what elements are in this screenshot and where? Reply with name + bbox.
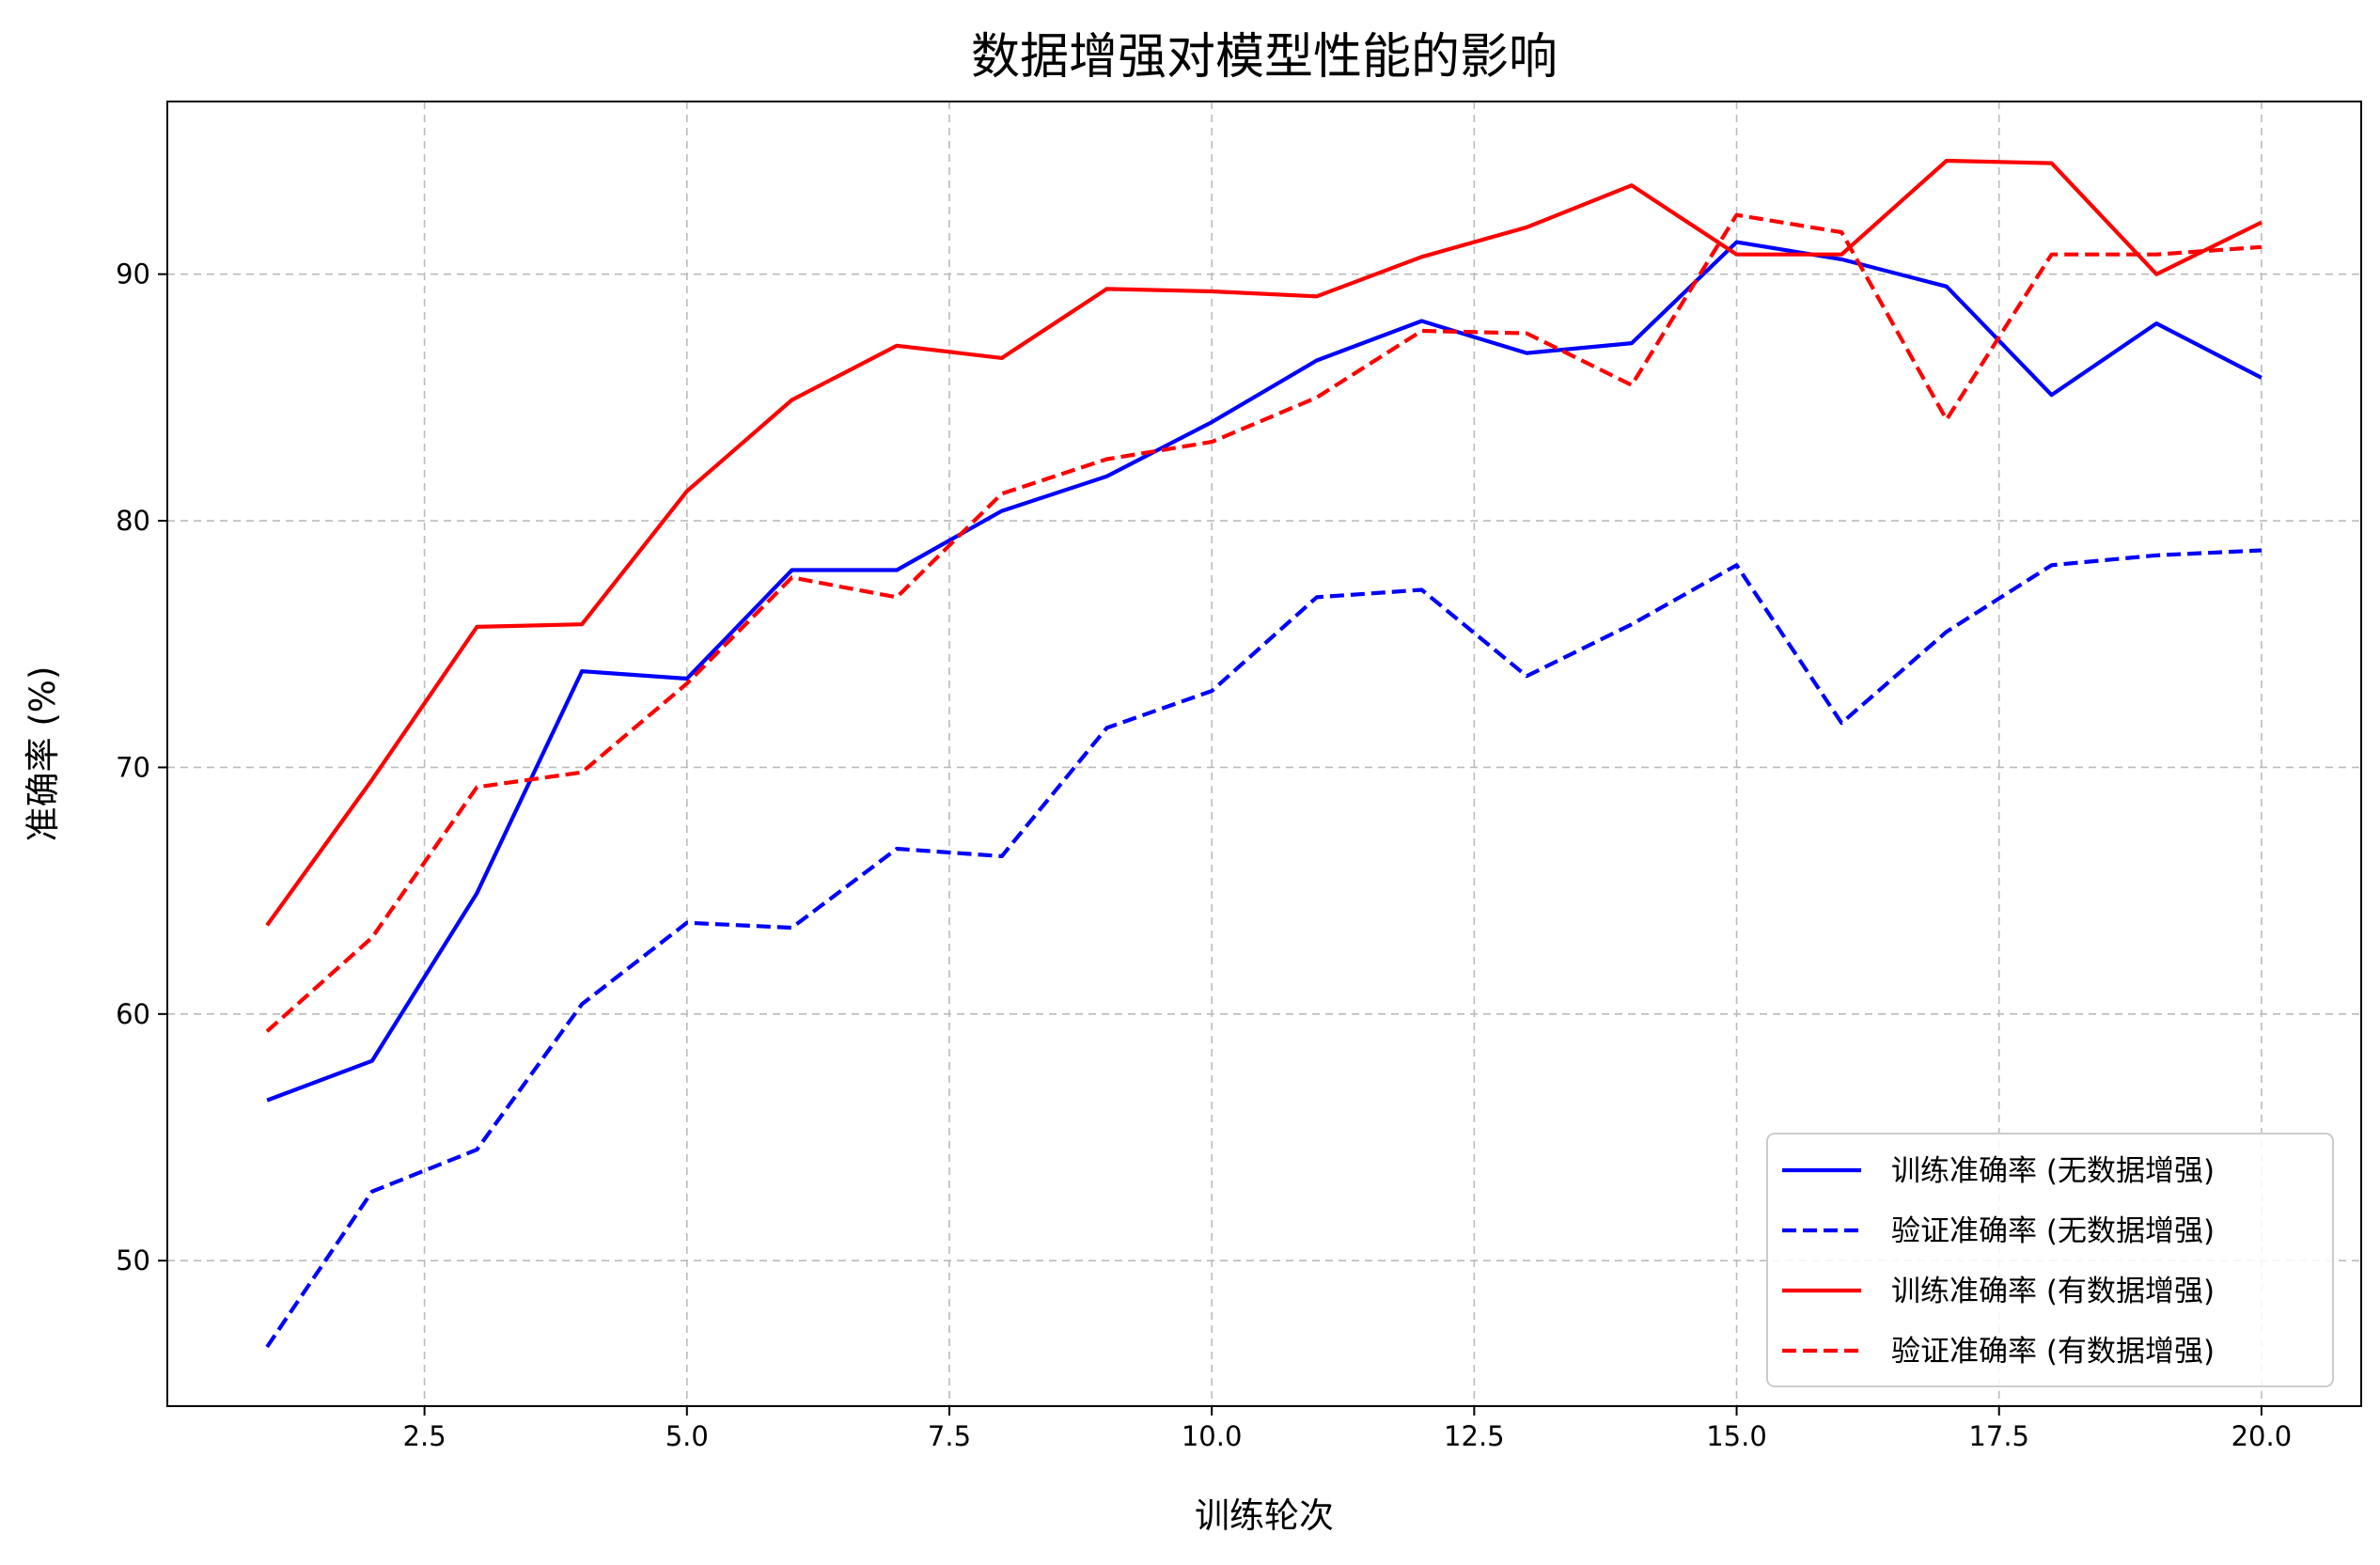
x-axis-title: 训练轮次 — [1195, 1495, 1334, 1536]
x-tick-label: 12.5 — [1444, 1420, 1505, 1452]
x-tick-label: 2.5 — [403, 1420, 446, 1452]
series-line-3 — [265, 158, 2263, 927]
series-line-1 — [266, 240, 2263, 1103]
y-tick-label: 80 — [116, 505, 150, 537]
y-tick-label: 70 — [116, 751, 150, 783]
y-tick-label: 60 — [116, 998, 150, 1030]
x-tick-label: 5.0 — [665, 1420, 709, 1452]
legend-label: 验证准确率 (无数据增强) — [1891, 1214, 2215, 1248]
plot-frame — [166, 101, 2362, 1407]
series-line-2 — [265, 548, 2262, 1349]
series-line-4 — [265, 212, 2263, 1033]
x-tick-label: 7.5 — [928, 1420, 971, 1452]
y-axis-title: 准确率 (%) — [23, 666, 63, 842]
grid-lines — [167, 102, 2361, 1406]
x-tick-label: 20.0 — [2231, 1420, 2293, 1452]
legend: 训练准确率 (无数据增强) 验证准确率 (无数据增强) 训练准确率 (有数据增强) 验… — [1766, 1133, 2334, 1387]
legend-label: 训练准确率 (无数据增强) — [1891, 1154, 2215, 1188]
legend-label: 训练准确率 (有数据增强) — [1891, 1275, 2215, 1308]
y-tick-label: 90 — [116, 258, 150, 290]
x-tick-label: 17.5 — [1968, 1420, 2029, 1452]
y-tick-label: 50 — [116, 1244, 150, 1276]
legend-label: 验证准确率 (有数据增强) — [1891, 1335, 2215, 1369]
chart-title: 数据增强对模型性能的影响 — [971, 29, 1558, 86]
x-tick-label: 10.0 — [1182, 1420, 1243, 1452]
series-lines — [265, 158, 2263, 1349]
axis-ticks: 2.5 5.0 7.5 10.0 12.5 15.0 17.5 20.0 50 60 70 80 90 — [116, 258, 2292, 1452]
x-tick-label: 15.0 — [1706, 1420, 1767, 1452]
legend-box — [1766, 1133, 2334, 1387]
